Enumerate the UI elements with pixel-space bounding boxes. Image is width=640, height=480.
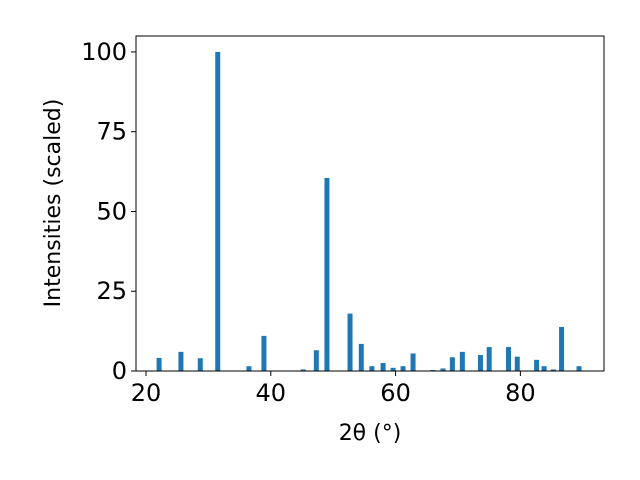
bar <box>215 51 221 371</box>
y-tick-label: 25 <box>96 277 127 305</box>
x-tick-label: 80 <box>505 379 536 407</box>
bar <box>550 369 556 371</box>
bar <box>486 347 492 371</box>
bar <box>410 353 416 371</box>
bar <box>559 326 565 371</box>
bar <box>156 357 162 371</box>
bar <box>400 366 406 371</box>
bar <box>477 355 483 371</box>
y-tick-label: 75 <box>96 118 127 146</box>
bar <box>324 177 330 371</box>
bar <box>246 366 252 371</box>
bar <box>449 357 455 371</box>
bar <box>506 347 512 371</box>
x-tick-label: 40 <box>256 379 287 407</box>
bar <box>300 369 306 371</box>
bar <box>514 356 520 371</box>
bar <box>358 343 364 371</box>
bar <box>534 359 540 371</box>
y-tick-label: 50 <box>96 197 127 225</box>
y-tick-label: 100 <box>81 38 127 66</box>
bar <box>390 367 396 371</box>
bar <box>459 351 465 371</box>
bar <box>313 350 319 371</box>
x-axis-label: 2θ (°) <box>339 421 402 446</box>
bar <box>440 368 446 371</box>
x-tick-label: 20 <box>131 379 162 407</box>
axes-frame <box>135 35 605 372</box>
bar <box>178 351 184 371</box>
bar <box>541 366 547 371</box>
bar <box>347 313 353 371</box>
x-tick-label: 60 <box>380 379 411 407</box>
bar <box>380 363 386 371</box>
y-tick-label: 0 <box>112 357 127 385</box>
bar <box>197 358 203 371</box>
bar <box>576 366 582 371</box>
y-axis-label: Intensities (scaled) <box>41 99 66 308</box>
bar <box>261 335 267 371</box>
bar <box>369 366 375 371</box>
plot-area <box>156 51 582 371</box>
